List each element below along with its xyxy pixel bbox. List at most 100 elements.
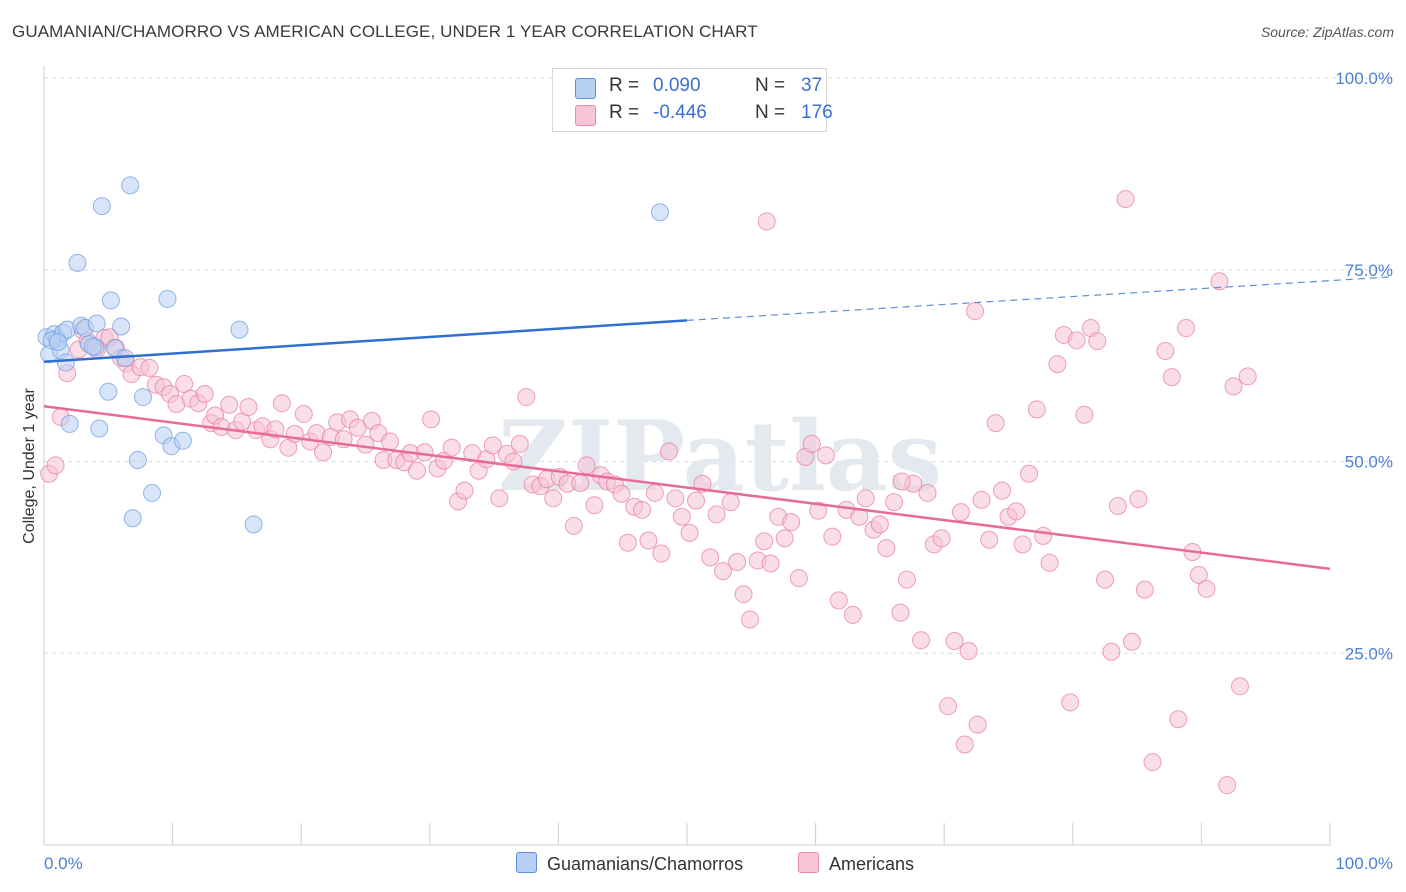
legend-n-label: N = (755, 75, 786, 96)
american-point (239, 398, 258, 417)
american-point (856, 489, 875, 508)
american-point (1162, 368, 1181, 387)
american-point (220, 395, 239, 414)
american-point (789, 569, 808, 588)
american-point (966, 302, 985, 321)
american-point (1176, 319, 1195, 338)
american-point (1143, 753, 1162, 772)
american-point (741, 610, 760, 629)
american-point (1013, 535, 1032, 554)
correlation-legend: R = 0.090 N = 37 R = -0.446 N = 176 (552, 68, 833, 132)
american-point (272, 394, 291, 413)
american-point (1067, 331, 1086, 350)
legend-r-label: R = (609, 102, 640, 123)
american-point (266, 420, 285, 439)
source-label: Source: ZipAtlas.com (1260, 24, 1394, 40)
american-point (1230, 677, 1249, 696)
american-point (707, 505, 726, 524)
american-point (415, 443, 434, 462)
guamanian-point (92, 197, 111, 216)
american-point (1156, 342, 1175, 361)
american-point (1189, 566, 1208, 585)
trend-lines (43, 276, 1393, 571)
american-point (897, 570, 916, 589)
guamanian-point (68, 253, 87, 272)
data-points (37, 176, 1257, 795)
american-point (1218, 776, 1237, 795)
american-point (877, 539, 896, 558)
american-point (687, 491, 706, 510)
guamanian-point (650, 203, 669, 222)
guamanian-point (230, 320, 249, 339)
american-point (1075, 405, 1094, 424)
american-point (951, 503, 970, 522)
american-point (1210, 272, 1229, 291)
legend-n-label: N = (755, 102, 786, 123)
american-point (1169, 710, 1188, 729)
american-point (659, 442, 678, 461)
american-point (1116, 190, 1135, 209)
american-point (639, 531, 658, 550)
american-point (1238, 367, 1257, 386)
y-tick-label: 25.0% (1345, 644, 1393, 663)
american-point (912, 631, 931, 650)
guamanian-point (101, 291, 120, 310)
american-point (544, 489, 563, 508)
american-point (314, 443, 333, 462)
american-point (757, 212, 776, 231)
guamanian-trend-line (43, 319, 688, 364)
american-point (993, 481, 1012, 500)
american-point (891, 603, 910, 622)
american-point (1102, 642, 1121, 661)
american-point (564, 516, 583, 535)
y-tick-label: 75.0% (1345, 261, 1393, 280)
guamanian-point (121, 176, 140, 195)
guamanian-point (158, 289, 177, 308)
american-point (672, 507, 691, 526)
american-point (1108, 496, 1127, 515)
american-point (1061, 693, 1080, 712)
american-point (510, 434, 529, 453)
american-point (714, 562, 733, 581)
american-point (1122, 632, 1141, 651)
chart-title: GUAMANIAN/CHAMORRO VS AMERICAN COLLEGE, … (12, 22, 758, 41)
american-point (721, 493, 740, 512)
american-point (632, 500, 651, 519)
american-point (968, 715, 987, 734)
american-point (1007, 502, 1026, 521)
american-point (645, 483, 664, 502)
american-point (980, 530, 999, 549)
american-point (294, 404, 313, 423)
legend-swatch-american (575, 105, 596, 126)
american-point (140, 358, 159, 377)
x-tick-label: 0.0% (44, 854, 83, 873)
guamanian-point (134, 388, 153, 407)
guamanian-point (83, 337, 102, 356)
american-point (918, 483, 937, 502)
american-point (885, 493, 904, 512)
american-point (1040, 553, 1059, 572)
y-tick-label: 100.0% (1335, 69, 1393, 88)
guamanian-point (143, 483, 162, 502)
guamanian-point (173, 431, 192, 450)
american-point (455, 481, 474, 500)
american-point (612, 484, 631, 503)
guamanian-point (90, 419, 109, 438)
american-point (571, 473, 590, 492)
american-point (680, 523, 699, 542)
american-point (195, 385, 214, 404)
american-point (728, 552, 747, 571)
american-point (585, 496, 604, 515)
axes (43, 66, 1331, 846)
american-point (755, 532, 774, 551)
american-point (823, 527, 842, 546)
american-point (618, 533, 637, 552)
watermark: ZIPatlas (498, 400, 942, 513)
american-point (1088, 332, 1107, 351)
tick-labels: 25.0% 50.0% 75.0% 100.0% 0.0% 100.0% (44, 69, 1393, 873)
american-point (802, 434, 821, 453)
american-point (1129, 490, 1148, 509)
bottom-legend-label: Guamanians/Chamorros (547, 854, 744, 874)
american-point (972, 490, 991, 509)
